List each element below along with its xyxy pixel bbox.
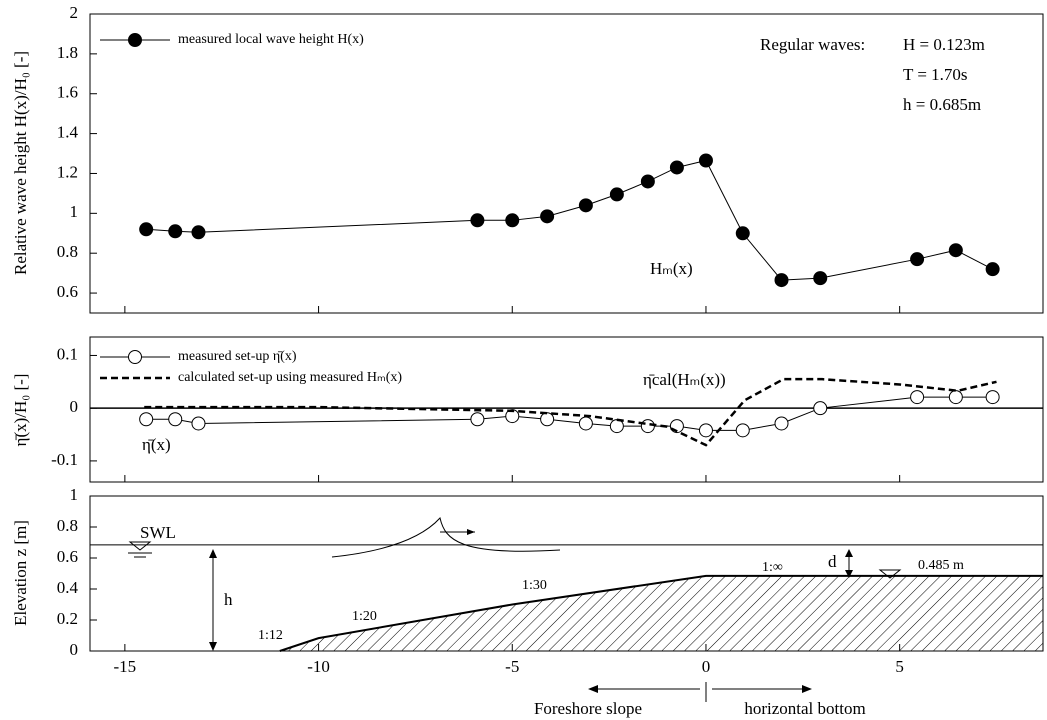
y-tick-label: 1.4	[57, 123, 79, 142]
marker	[985, 262, 1000, 277]
legend-label: measured local wave height H(x)	[178, 32, 364, 47]
marker	[578, 416, 593, 431]
level-symbol	[878, 569, 902, 579]
marker	[578, 198, 593, 213]
marker	[948, 243, 963, 258]
swl-symbol	[128, 541, 152, 551]
marker	[948, 390, 963, 405]
annotation: h	[224, 590, 233, 609]
y-tick-label: 1.8	[57, 43, 78, 62]
x-tick-label: -5	[505, 657, 519, 676]
arrow-head	[588, 685, 598, 693]
y-tick-label: 1.2	[57, 162, 78, 181]
annotation: Regular waves:	[760, 35, 865, 54]
y-tick-label: 0	[70, 397, 79, 416]
marker	[139, 412, 154, 427]
x-tick-label: 0	[702, 657, 711, 676]
marker	[910, 252, 925, 267]
x-tick-label: 5	[895, 657, 904, 676]
d-arrow-heads	[845, 549, 853, 578]
marker	[774, 416, 789, 431]
series-line	[146, 396, 993, 431]
x-note: horizontal bottom	[744, 699, 865, 718]
y-tick-label: 0	[70, 640, 79, 659]
marker	[813, 401, 828, 416]
y-tick-label: 2	[70, 3, 79, 22]
bed-profile	[279, 574, 1043, 652]
annotation: 1:∞	[762, 560, 783, 575]
marker	[698, 423, 713, 438]
y-tick-label: 0.8	[57, 516, 78, 535]
annotation: η̄cal(Hₘ(x))	[643, 370, 726, 389]
marker	[813, 271, 828, 286]
plot-frame	[89, 13, 1044, 314]
annotation: 1:12	[258, 628, 283, 643]
marker	[540, 209, 555, 224]
annotation: H = 0.123m	[903, 35, 985, 54]
y-axis-label: η̄(x)/H₀ [-]	[11, 374, 30, 447]
y-tick-label: 0.1	[57, 344, 78, 363]
wave-arrow-head	[467, 529, 475, 535]
annotation: 1:30	[522, 578, 547, 593]
marker	[669, 160, 684, 175]
bed-fill	[279, 575, 1043, 651]
y-tick-label: 1	[70, 485, 79, 504]
y-tick-label: 0.4	[57, 578, 79, 597]
legend-marker	[128, 33, 142, 47]
marker	[470, 412, 485, 427]
y-tick-label: 0.8	[57, 242, 78, 261]
legend-label: measured set-up η̄(x)	[178, 349, 297, 364]
marker	[735, 226, 750, 241]
x-note: Foreshore slope	[534, 699, 642, 718]
plot-frame	[89, 336, 1044, 483]
x-tick-label: -15	[114, 657, 137, 676]
marker	[910, 390, 925, 405]
arrow-head	[802, 685, 812, 693]
marker	[774, 273, 789, 288]
marker	[505, 213, 520, 228]
marker	[168, 412, 183, 427]
annotation: η̄(x)	[142, 435, 171, 454]
marker	[191, 225, 206, 240]
y-tick-label: -0.1	[51, 450, 78, 469]
marker	[139, 222, 154, 237]
legend-marker	[128, 350, 142, 364]
annotation: SWL	[140, 523, 176, 542]
annotation: T = 1.70s	[903, 65, 968, 84]
annotation: h = 0.685m	[903, 95, 981, 114]
marker	[191, 416, 206, 431]
y-axis-label: Elevation z [m]	[11, 520, 30, 626]
annotation: 0.485 m	[918, 558, 964, 573]
marker	[640, 419, 655, 434]
marker	[698, 153, 713, 168]
marker	[640, 174, 655, 189]
y-tick-label: 0.2	[57, 609, 78, 628]
dashed-line	[144, 377, 997, 447]
series-line	[146, 159, 993, 281]
annotation: Hₘ(x)	[650, 259, 693, 278]
y-tick-label: 0.6	[57, 547, 78, 566]
wave-sketch	[331, 516, 561, 558]
marker	[609, 187, 624, 202]
marker	[735, 423, 750, 438]
marker	[985, 390, 1000, 405]
legend-label: calculated set-up using measured Hₘ(x)	[178, 370, 402, 385]
annotation: 1:20	[352, 609, 377, 624]
y-tick-label: 1	[70, 202, 79, 221]
marker	[168, 224, 183, 239]
y-tick-label: 0.6	[57, 282, 78, 301]
y-axis-label: Relative wave height H(x)/H₀ [-]	[11, 51, 30, 275]
marker	[470, 213, 485, 228]
annotation: d	[828, 552, 837, 571]
y-tick-label: 1.6	[57, 83, 78, 102]
x-tick-label: -10	[307, 657, 330, 676]
